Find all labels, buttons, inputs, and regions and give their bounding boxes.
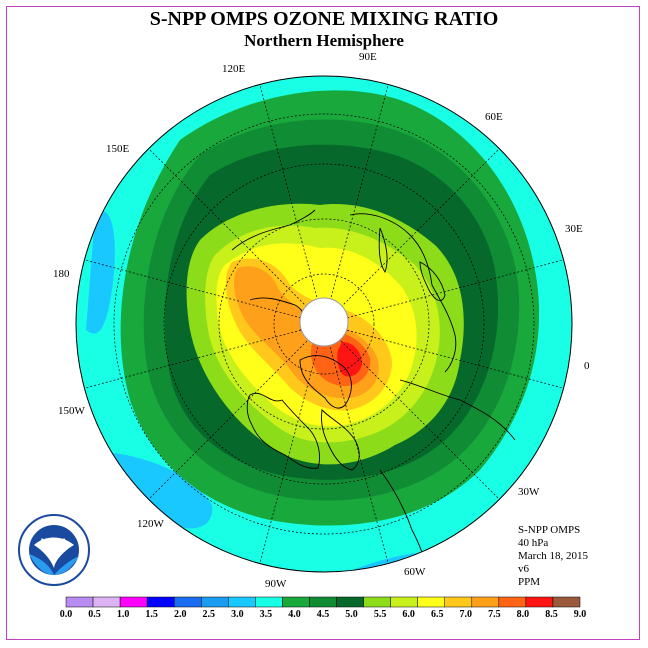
ozone-contour-8.5 <box>337 342 362 377</box>
map-disk <box>76 76 572 572</box>
noaa-logo-bird <box>34 537 74 568</box>
colorbar-swatch <box>471 596 500 608</box>
colorbar-swatch <box>201 596 229 608</box>
colorbar-tick-label: 5.5 <box>373 609 387 620</box>
lon-label-30e: 30E <box>565 223 583 235</box>
meridian-line <box>259 84 319 301</box>
lon-label-120e: 120E <box>222 63 246 75</box>
info-version: v6 <box>518 563 529 575</box>
colorbar-tick-label: 2.5 <box>202 609 216 620</box>
colorbar-swatch <box>92 596 121 608</box>
lat-lon-graticule <box>113 113 535 535</box>
colorbar-tick-label: 4.5 <box>316 609 330 620</box>
meridian-line <box>84 259 301 319</box>
colorbar-swatch <box>282 596 310 608</box>
figure-frame <box>6 6 640 640</box>
lon-label-60e: 60E <box>485 111 503 123</box>
colorbar-tick-label: 6.0 <box>402 609 415 620</box>
info-instrument: S-NPP OMPS <box>518 524 581 536</box>
meridian-line <box>84 329 301 389</box>
colorbar-swatch <box>173 596 202 608</box>
polar-night-mask <box>299 297 349 347</box>
colorbar-swatch <box>417 596 445 608</box>
info-level: 40 hPa <box>518 537 549 549</box>
meridian-line <box>148 148 308 308</box>
colorbar-tick-label: 3.5 <box>259 609 273 620</box>
colorbar-tick-label: 3.0 <box>231 609 244 620</box>
colorbar-tick-label: 1.0 <box>116 609 130 620</box>
colorbar-swatch <box>255 596 283 608</box>
meridians <box>84 84 564 564</box>
product-info: S-NPP OMPS 40 hPa March 18, 2015 v6 PPM <box>518 524 588 589</box>
colorbar-tick-label: 8.5 <box>545 609 558 620</box>
meridian-line <box>329 347 389 564</box>
info-date: March 18, 2015 <box>518 550 588 562</box>
colorbar-tick-label: 2.0 <box>173 609 187 620</box>
colorbar-swatch <box>498 596 527 608</box>
colorbar-tick-label: 1.5 <box>145 609 158 620</box>
colorbar-tick-label: 9.0 <box>573 609 587 620</box>
colorbar-tick-label: 8.0 <box>516 609 530 620</box>
noaa-logo-text: NOAA <box>41 537 68 547</box>
colorbar-tick-label: 5.0 <box>345 609 358 620</box>
lon-label-120w: 120W <box>137 518 164 530</box>
colorbar-swatch <box>525 596 554 608</box>
colorbar-swatch <box>363 596 391 608</box>
colorbar-tick-label: 4.0 <box>288 609 301 620</box>
noaa-logo: NOAA <box>18 514 90 586</box>
meridian-line <box>148 340 308 500</box>
meridian-line <box>329 84 389 301</box>
lon-label-90e: 90E <box>359 51 377 63</box>
lon-label-150e: 150E <box>106 143 130 155</box>
map-subtitle: Northern Hemisphere <box>244 31 404 50</box>
colorbar-swatch <box>228 596 256 608</box>
colorbar-swatch <box>336 596 364 608</box>
colorbar-swatch <box>444 596 473 608</box>
map-title: S-NPP OMPS OZONE MIXING RATIO <box>149 8 499 30</box>
lon-label-30w: 30W <box>518 486 540 498</box>
colorbar-tick-label: 0.0 <box>59 609 73 620</box>
lon-label-150w: 150W <box>58 405 85 417</box>
noaa-logo-wave <box>29 554 79 575</box>
info-units: PPM <box>518 576 541 588</box>
colorbar-swatch <box>309 596 337 608</box>
meridian-line <box>259 347 319 564</box>
map-border <box>75 75 573 573</box>
colorbar-tick-label: 7.0 <box>459 609 473 620</box>
lon-label-0: 0 <box>584 360 590 372</box>
meridian-line <box>347 329 564 389</box>
lon-label-180: 180 <box>53 268 70 280</box>
meridian-line <box>340 340 500 500</box>
colorbar-tick-label: 0.5 <box>88 609 101 620</box>
colorbar-swatch <box>146 596 175 608</box>
ozone-contour-low-southwest <box>105 452 213 529</box>
lon-label-60w: 60W <box>404 566 426 578</box>
meridian-line <box>347 259 564 319</box>
colorbar-swatch <box>65 596 94 608</box>
colorbar-tick-label: 7.5 <box>488 609 501 620</box>
meridian-line <box>340 148 500 308</box>
colorbar-tick-label: 6.5 <box>430 609 444 620</box>
colorbar-swatch <box>390 596 418 608</box>
lon-label-90w: 90W <box>265 578 287 590</box>
colorbar <box>65 596 581 608</box>
ozone-contour-low-west <box>86 211 115 334</box>
colorbar-swatch <box>552 596 581 608</box>
colorbar-swatch <box>119 596 148 608</box>
